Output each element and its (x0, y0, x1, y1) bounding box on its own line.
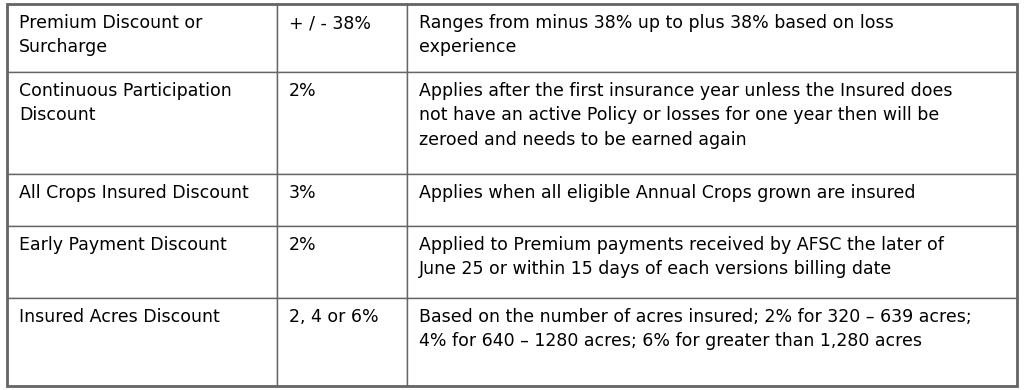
Bar (407, 226, 1017, 298)
Text: 2%: 2% (289, 236, 316, 254)
Text: 2%: 2% (289, 82, 316, 100)
Text: 3%: 3% (289, 184, 316, 202)
Bar (278, 226, 407, 298)
Text: Applied to Premium payments received by AFSC the later of
June 25 or within 15 d: Applied to Premium payments received by … (419, 236, 944, 278)
Text: Insured Acres Discount: Insured Acres Discount (19, 308, 220, 326)
Text: Based on the number of acres insured; 2% for 320 – 639 acres;
4% for 640 – 1280 : Based on the number of acres insured; 2%… (419, 308, 972, 350)
Bar (7, 226, 278, 298)
Text: Early Payment Discount: Early Payment Discount (19, 236, 226, 254)
Text: + / - 38%: + / - 38% (289, 14, 371, 32)
Bar (407, 4, 1017, 72)
Text: Applies after the first insurance year unless the Insured does
not have an activ: Applies after the first insurance year u… (419, 82, 952, 149)
Bar (7, 174, 278, 226)
Bar (407, 72, 1017, 174)
Text: All Crops Insured Discount: All Crops Insured Discount (19, 184, 249, 202)
Bar (7, 72, 278, 174)
Text: 2, 4 or 6%: 2, 4 or 6% (289, 308, 379, 326)
Bar (7, 298, 278, 386)
Text: Continuous Participation
Discount: Continuous Participation Discount (19, 82, 231, 124)
Bar (278, 174, 407, 226)
Bar (278, 4, 407, 72)
Bar (407, 174, 1017, 226)
Bar (278, 298, 407, 386)
Bar (407, 298, 1017, 386)
Bar (7, 4, 278, 72)
Text: Premium Discount or
Surcharge: Premium Discount or Surcharge (19, 14, 203, 56)
Text: Ranges from minus 38% up to plus 38% based on loss
experience: Ranges from minus 38% up to plus 38% bas… (419, 14, 894, 56)
Bar (278, 72, 407, 174)
Text: Applies when all eligible Annual Crops grown are insured: Applies when all eligible Annual Crops g… (419, 184, 915, 202)
